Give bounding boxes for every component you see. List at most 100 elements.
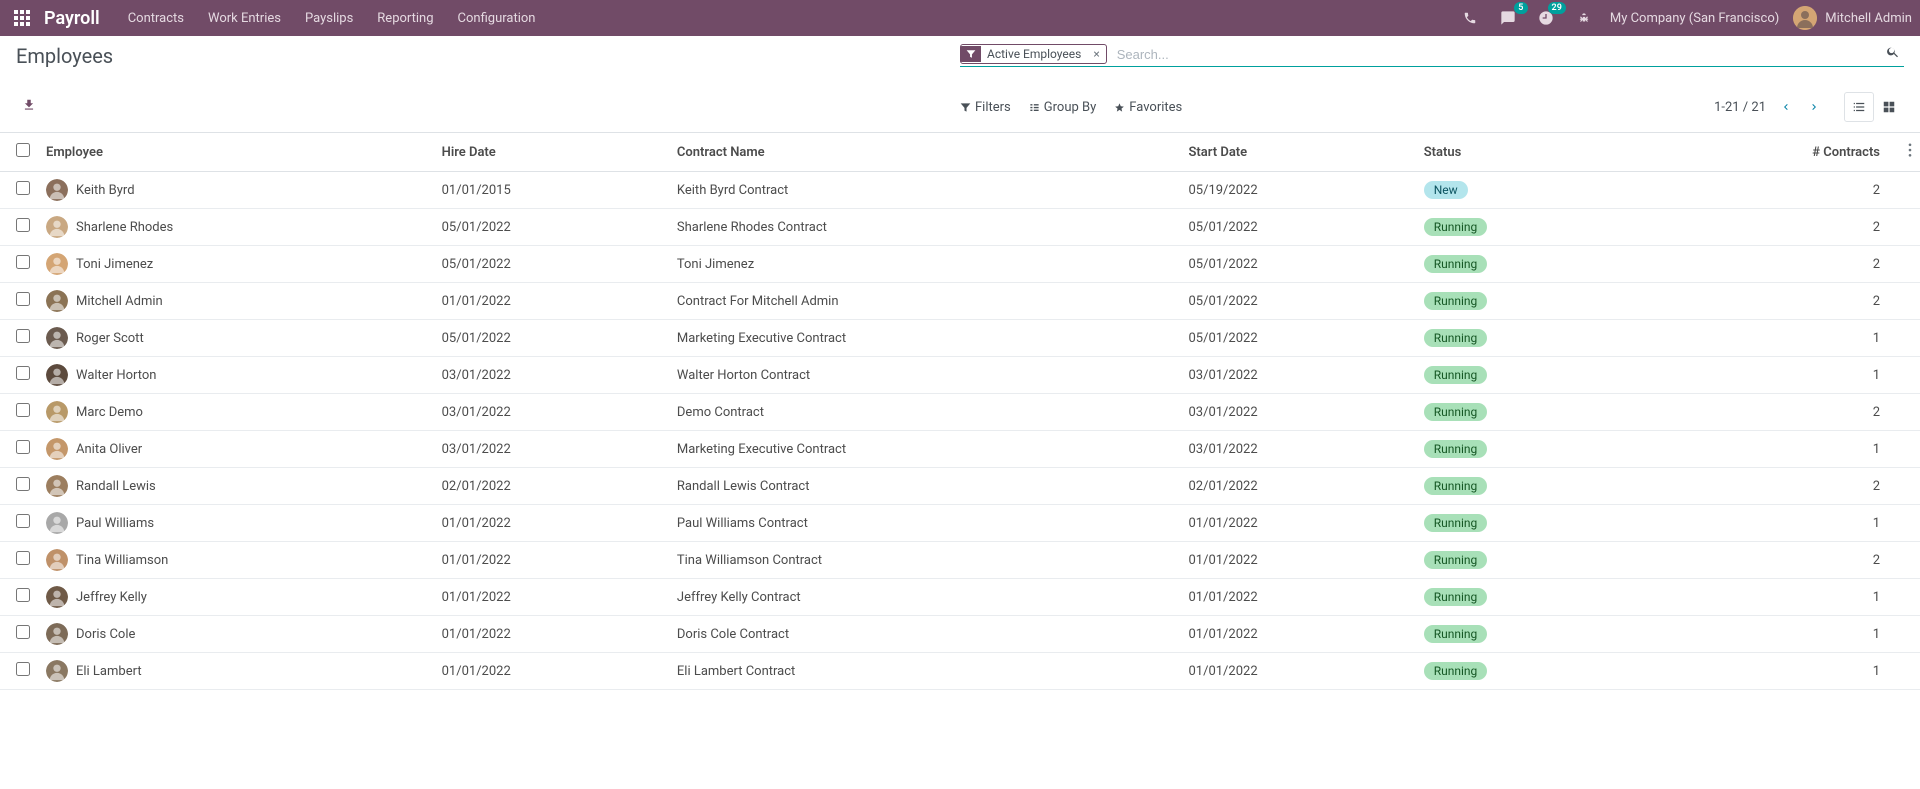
search-box: Active Employees × [960, 44, 1904, 67]
contract-name-cell: Sharlene Rhodes Contract [669, 209, 1181, 246]
row-options-cell [1900, 431, 1920, 468]
row-checkbox[interactable] [16, 181, 30, 195]
view-list[interactable] [1844, 92, 1874, 122]
row-checkbox[interactable] [16, 551, 30, 565]
messages-icon[interactable]: 5 [1496, 6, 1520, 30]
col-options[interactable] [1900, 133, 1920, 172]
table-row[interactable]: Doris Cole01/01/2022Doris Cole Contract0… [0, 616, 1920, 653]
row-checkbox[interactable] [16, 588, 30, 602]
status-cell: Running [1416, 283, 1636, 320]
col-status[interactable]: Status [1416, 133, 1636, 172]
hire-date-cell: 01/01/2022 [434, 579, 669, 616]
employee-name: Marc Demo [76, 405, 143, 420]
table-row[interactable]: Paul Williams01/01/2022Paul Williams Con… [0, 505, 1920, 542]
user-menu[interactable]: Mitchell Admin [1793, 6, 1912, 30]
nav-reporting[interactable]: Reporting [377, 7, 433, 30]
filter-chip-close[interactable]: × [1087, 45, 1105, 63]
row-checkbox[interactable] [16, 625, 30, 639]
activities-badge: 29 [1548, 2, 1566, 14]
table-row[interactable]: Roger Scott05/01/2022Marketing Executive… [0, 320, 1920, 357]
row-options-cell [1900, 209, 1920, 246]
nav-work-entries[interactable]: Work Entries [208, 7, 281, 30]
favorites-button[interactable]: Favorites [1114, 100, 1182, 115]
row-options-cell [1900, 653, 1920, 690]
status-cell: Running [1416, 209, 1636, 246]
search-icon[interactable] [1882, 45, 1904, 63]
table-row[interactable]: Keith Byrd01/01/2015Keith Byrd Contract0… [0, 172, 1920, 209]
start-date-cell: 03/01/2022 [1180, 431, 1415, 468]
filters-button[interactable]: Filters [960, 100, 1011, 115]
company-selector[interactable]: My Company (San Francisco) [1610, 11, 1779, 26]
phone-icon[interactable] [1458, 6, 1482, 30]
contract-name-cell: Contract For Mitchell Admin [669, 283, 1181, 320]
row-checkbox[interactable] [16, 366, 30, 380]
row-checkbox[interactable] [16, 662, 30, 676]
employee-avatar-icon [46, 216, 68, 238]
pager-prev[interactable] [1774, 95, 1798, 119]
col-hire-date[interactable]: Hire Date [434, 133, 669, 172]
status-cell: Running [1416, 542, 1636, 579]
table-row[interactable]: Randall Lewis02/01/2022Randall Lewis Con… [0, 468, 1920, 505]
status-badge: Running [1424, 366, 1488, 384]
hire-date-cell: 01/01/2022 [434, 653, 669, 690]
brand[interactable]: Payroll [40, 8, 112, 29]
start-date-cell: 05/19/2022 [1180, 172, 1415, 209]
row-checkbox-cell [0, 653, 38, 690]
status-cell: Running [1416, 320, 1636, 357]
select-all-checkbox[interactable] [16, 143, 30, 157]
apps-icon[interactable] [8, 4, 36, 32]
row-checkbox-cell [0, 394, 38, 431]
row-checkbox[interactable] [16, 329, 30, 343]
table-row[interactable]: Anita Oliver03/01/2022Marketing Executiv… [0, 431, 1920, 468]
row-checkbox-cell [0, 542, 38, 579]
pager-next[interactable] [1802, 95, 1826, 119]
status-cell: Running [1416, 394, 1636, 431]
filter-chip-active-employees: Active Employees × [960, 44, 1107, 64]
row-checkbox[interactable] [16, 292, 30, 306]
table-row[interactable]: Walter Horton03/01/2022Walter Horton Con… [0, 357, 1920, 394]
search-input[interactable] [1113, 45, 1876, 64]
row-options-cell [1900, 505, 1920, 542]
table-row[interactable]: Jeffrey Kelly01/01/2022Jeffrey Kelly Con… [0, 579, 1920, 616]
col-start-date[interactable]: Start Date [1180, 133, 1415, 172]
employee-name: Mitchell Admin [76, 294, 163, 309]
view-switcher [1844, 92, 1904, 122]
download-button[interactable] [16, 94, 42, 120]
status-badge: Running [1424, 329, 1488, 347]
row-checkbox[interactable] [16, 255, 30, 269]
row-checkbox[interactable] [16, 218, 30, 232]
table-row[interactable]: Eli Lambert01/01/2022Eli Lambert Contrac… [0, 653, 1920, 690]
employee-cell: Doris Cole [38, 616, 434, 653]
nav-configuration[interactable]: Configuration [458, 7, 536, 30]
group-by-button[interactable]: Group By [1029, 100, 1097, 115]
row-checkbox[interactable] [16, 440, 30, 454]
col-contracts-count[interactable]: # Contracts [1635, 133, 1900, 172]
row-checkbox[interactable] [16, 514, 30, 528]
hire-date-cell: 03/01/2022 [434, 394, 669, 431]
contract-name-cell: Doris Cole Contract [669, 616, 1181, 653]
row-checkbox[interactable] [16, 477, 30, 491]
pager-nav [1774, 95, 1826, 119]
contracts-count-cell: 2 [1635, 542, 1900, 579]
table-row[interactable]: Toni Jimenez05/01/2022Toni Jimenez05/01/… [0, 246, 1920, 283]
status-cell: Running [1416, 653, 1636, 690]
table-row[interactable]: Tina Williamson01/01/2022Tina Williamson… [0, 542, 1920, 579]
table-row[interactable]: Marc Demo03/01/2022Demo Contract03/01/20… [0, 394, 1920, 431]
contracts-count-cell: 2 [1635, 394, 1900, 431]
search-area: Active Employees × [960, 44, 1904, 67]
debug-icon[interactable] [1572, 6, 1596, 30]
employee-avatar-icon [46, 438, 68, 460]
row-checkbox[interactable] [16, 403, 30, 417]
nav-payslips[interactable]: Payslips [305, 7, 353, 30]
pager-count[interactable]: 1-21 / 21 [1714, 100, 1766, 115]
table-row[interactable]: Mitchell Admin01/01/2022Contract For Mit… [0, 283, 1920, 320]
nav-contracts[interactable]: Contracts [128, 7, 184, 30]
table-row[interactable]: Sharlene Rhodes05/01/2022Sharlene Rhodes… [0, 209, 1920, 246]
view-kanban[interactable] [1874, 92, 1904, 122]
col-employee[interactable]: Employee [38, 133, 434, 172]
activities-icon[interactable]: 29 [1534, 6, 1558, 30]
hire-date-cell: 03/01/2022 [434, 357, 669, 394]
filter-chip-label: Active Employees [981, 45, 1087, 63]
status-cell: Running [1416, 357, 1636, 394]
col-contract-name[interactable]: Contract Name [669, 133, 1181, 172]
